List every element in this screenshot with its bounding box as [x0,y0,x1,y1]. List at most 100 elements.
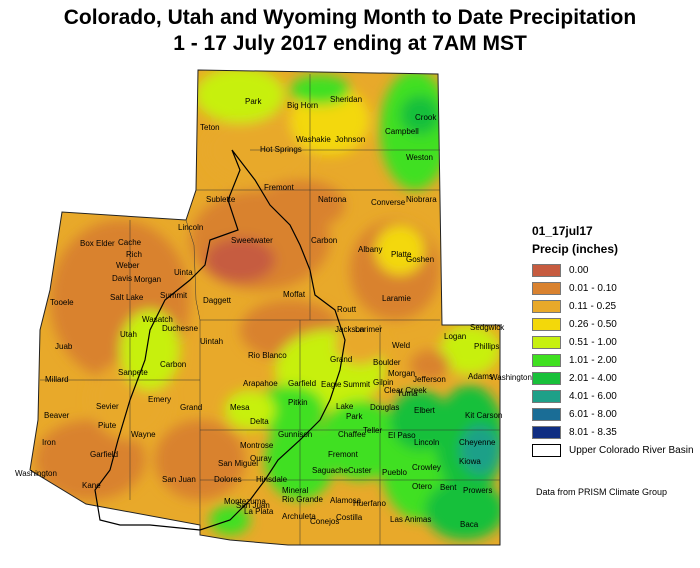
county-label: Millard [45,375,69,384]
county-label: Cheyenne [459,438,496,447]
county-label: Huerfano [353,499,386,508]
county-label: Douglas [370,403,399,412]
county-label: Teton [200,123,220,132]
county-label: Converse [371,198,406,207]
county-label: Hot Springs [260,145,302,154]
county-label: Park [346,412,363,421]
county-label: Clear Creek [384,386,428,395]
legend-swatch [532,263,561,277]
county-label: Gilpin [373,378,393,387]
county-label: Grand [180,403,202,412]
county-label: Pueblo [382,468,407,477]
county-label: Morgan [134,275,161,284]
county-label: Sanpete [118,368,148,377]
county-label: Logan [444,332,466,341]
county-label: Yuma [397,389,418,398]
legend-class-row: 0.11 - 0.25 [532,297,700,315]
county-label: Lincoln [178,223,203,232]
county-label: La Plata [244,507,274,516]
county-label: Wasatch [142,315,173,324]
county-label: Jackson [335,325,364,334]
county-label: Weber [116,261,140,270]
county-label: Uinta [174,268,193,277]
county-label: Archuleta [282,512,316,521]
county-label: Delta [250,417,269,426]
county-label: Washington [490,373,532,382]
county-label: Gunnison [278,430,312,439]
county-label: Prowers [463,486,492,495]
county-label: Rich [126,250,142,259]
county-label: Sheridan [330,95,362,104]
county-label: Arapahoe [243,379,278,388]
county-label: Davis [112,274,132,283]
county-label: Goshen [406,255,434,264]
county-label: Custer [348,466,372,475]
legend: 01_17jul17 Precip (inches) 0.00 0.01 - 0.… [532,224,700,459]
legend-class-label: 0.51 - 1.00 [569,336,617,348]
county-label: Lake [336,402,354,411]
county-label: Chaffee [338,430,366,439]
legend-classes: 0.00 0.01 - 0.10 0.11 - 0.25 0.26 - 0.50 0.5… [532,261,700,441]
county-label: Garfield [90,450,118,459]
legend-swatch [532,299,561,313]
county-label: Garfield [288,379,316,388]
county-label: Fremont [264,183,295,192]
county-label: Pitkin [288,398,308,407]
legend-class-row: 6.01 - 8.00 [532,405,700,423]
county-label: Costilla [336,513,363,522]
county-label: Kane [82,481,101,490]
legend-layer-name: 01_17jul17 [532,224,593,238]
legend-class-label: 0.00 [569,264,589,276]
county-label: Grand [330,355,352,364]
county-label: Piute [98,421,117,430]
county-label: Natrona [318,195,347,204]
county-label: Platte [391,250,412,259]
county-label: Fremont [328,450,359,459]
county-label: Dolores [214,475,242,484]
county-label: Boulder [373,358,401,367]
county-label: Weston [406,153,433,162]
county-label: El Paso [388,431,416,440]
county-label: Crook [415,113,437,122]
county-label: Larimer [355,325,382,334]
county-label: Daggett [203,296,232,305]
basin-outline [94,149,346,531]
legend-class-label: 8.01 - 8.35 [569,426,617,438]
county-label: Phillips [474,342,499,351]
county-label: Adams [468,372,493,381]
county-label: Laramie [382,294,411,303]
county-label: Johnson [335,135,365,144]
county-label: Sublette [206,195,236,204]
county-lines [40,74,500,545]
county-label: Niobrara [406,195,437,204]
county-label: Eagle [321,380,342,389]
county-label: Summit [160,291,188,300]
legend-class-row: 1.01 - 2.00 [532,351,700,369]
county-label: Utah [120,330,137,339]
county-label: Montrose [240,441,274,450]
legend-swatch [532,371,561,385]
county-label: Morgan [388,369,415,378]
legend-heading: Precip (inches) [532,242,619,256]
legend-class-row: 4.01 - 6.00 [532,387,700,405]
county-label: Iron [42,438,56,447]
legend-swatch [532,317,561,331]
county-label: San Juan [236,501,270,510]
county-label: Sweetwater [231,236,273,245]
county-label: Park [245,97,262,106]
county-label: Hinsdale [256,475,288,484]
legend-class-label: 6.01 - 8.00 [569,408,617,420]
county-label: Bent [440,483,457,492]
legend-class-label: 0.01 - 0.10 [569,282,617,294]
legend-swatch [532,281,561,295]
legend-class-label: 2.01 - 4.00 [569,372,617,384]
legend-class-row: 0.51 - 1.00 [532,333,700,351]
legend-class-label: 0.11 - 0.25 [569,300,617,312]
county-label: Sedgwick [470,323,505,332]
county-label: Conejos [310,517,339,526]
legend-swatch [532,389,561,403]
data-credit: Data from PRISM Climate Group [536,487,668,497]
legend-class-row: 0.00 [532,261,700,279]
county-label: Lincoln [414,438,439,447]
